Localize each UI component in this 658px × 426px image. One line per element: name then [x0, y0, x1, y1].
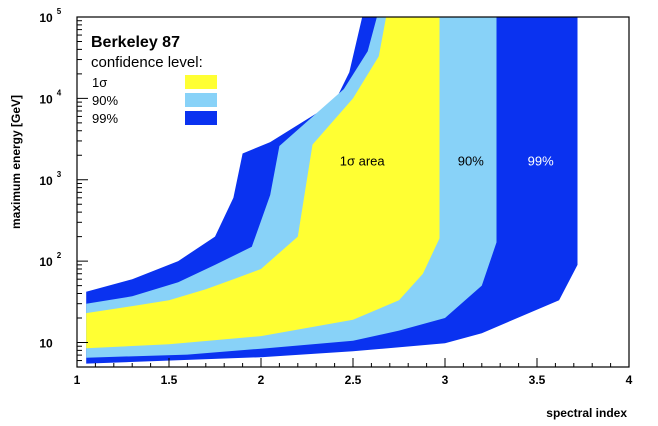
legend-entry-label: 99% — [92, 111, 118, 126]
y-tick-label: 10 4 — [39, 88, 61, 106]
region-1sigma — [86, 17, 440, 349]
annotation-0: 1σ area — [340, 153, 386, 168]
y-tick-base: 10 — [39, 174, 53, 188]
y-tick-exponent: 5 — [57, 7, 62, 16]
region-annotations: 1σ area 90% 99% — [340, 153, 554, 168]
x-axis-ticks: 1 1.5 2 2.5 3 3.5 4 — [74, 358, 633, 387]
y-tick-exponent: 3 — [57, 170, 62, 179]
y-axis-label: maximum energy [GeV] — [9, 95, 23, 229]
y-tick-base: 10 — [39, 11, 53, 25]
x-tick-label: 2.5 — [345, 373, 362, 387]
confidence-regions — [86, 17, 578, 364]
legend-entry-label: 1σ — [92, 75, 107, 90]
x-tick-label: 1.5 — [161, 373, 178, 387]
legend-title: Berkeley 87 — [91, 34, 180, 51]
legend-swatch — [185, 93, 217, 107]
y-tick-exponent: 4 — [57, 88, 62, 97]
x-tick-label: 2 — [258, 373, 265, 387]
annotation-1: 90% — [458, 153, 484, 168]
y-tick-exponent: 2 — [57, 251, 62, 260]
y-tick-base: 10 — [39, 255, 53, 269]
y-tick-label: 10 2 — [39, 251, 61, 269]
legend-subtitle: confidence level: — [91, 54, 203, 71]
x-tick-label: 3 — [442, 373, 449, 387]
x-tick-label: 3.5 — [529, 373, 546, 387]
legend-entry-label: 90% — [92, 93, 118, 108]
y-tick-label: 10 3 — [39, 170, 61, 188]
legend-entry: 99% — [92, 111, 217, 126]
y-tick-label: 10 5 — [39, 7, 61, 25]
x-tick-label: 4 — [626, 373, 633, 387]
y-tick-label: 10 — [39, 337, 53, 351]
x-tick-label: 1 — [74, 373, 81, 387]
x-axis-label: spectral index — [546, 406, 627, 420]
y-tick-base: 10 — [39, 92, 53, 106]
legend-entry: 1σ — [92, 75, 217, 90]
legend-entry: 90% — [92, 93, 217, 108]
legend-entries: 1σ 90% 99% — [92, 75, 217, 126]
legend-swatch — [185, 111, 217, 125]
annotation-2: 99% — [528, 153, 554, 168]
legend-swatch — [185, 75, 217, 89]
y-tick-base: 10 — [39, 337, 53, 351]
y-axis-ticks: 10 10 2 10 3 10 4 10 5 — [39, 7, 88, 368]
legend: Berkeley 87 confidence level: 1σ 90% 99% — [91, 34, 217, 126]
